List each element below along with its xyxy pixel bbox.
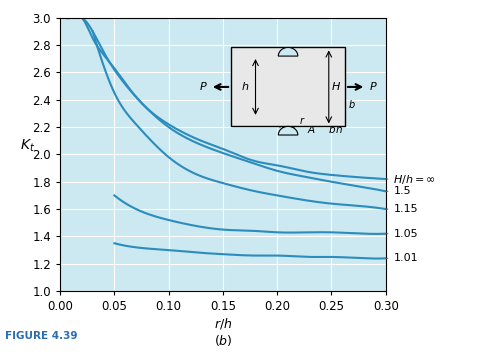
Text: 1.15: 1.15 [386,204,418,214]
Text: 1.05: 1.05 [386,229,418,239]
Text: $H/h = \infty$: $H/h = \infty$ [386,173,436,186]
Text: $\sigma_{\rm nom} = \dfrac{P}{A} = \dfrac{P}{bh}$: $\sigma_{\rm nom} = \dfrac{P}{A} = \dfra… [272,113,344,136]
Text: 1.01: 1.01 [386,253,418,263]
X-axis label: $r/h$
$(b)$: $r/h$ $(b)$ [213,316,232,348]
Text: 1.5: 1.5 [386,186,411,196]
Y-axis label: $K_t$: $K_t$ [20,138,35,154]
Text: FIGURE 4.39: FIGURE 4.39 [5,331,78,341]
